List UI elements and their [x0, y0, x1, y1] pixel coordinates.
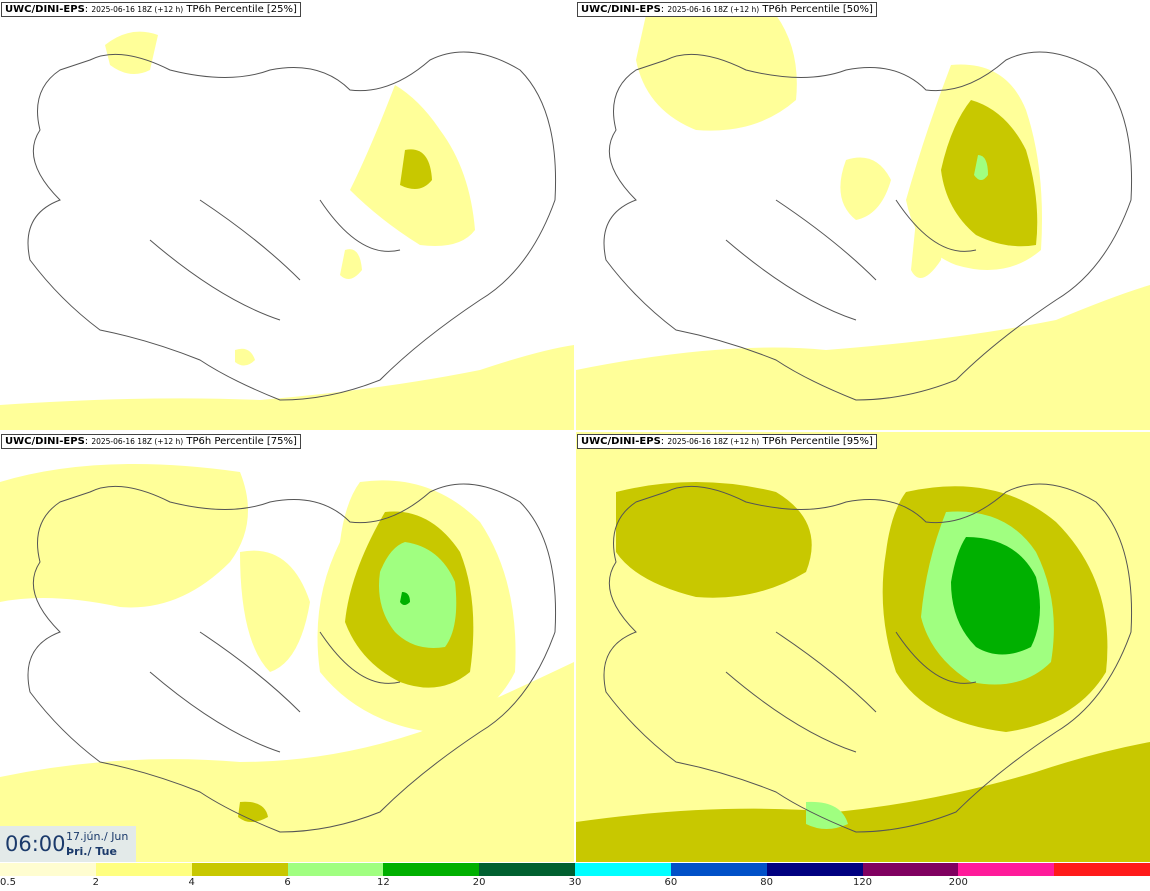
- legend-label: 4: [188, 877, 195, 888]
- map-panel-p75: UWC/DINI-EPS: 2025-06-16 18Z (+12 h) TP6…: [0, 432, 574, 862]
- legend-label: 2: [92, 877, 100, 888]
- legend-swatch: [479, 863, 576, 876]
- valid-date: 17.jún./ Jun: [66, 830, 129, 843]
- legend-label: 80: [760, 877, 774, 888]
- precip-map: [0, 464, 574, 862]
- legend-label: 12: [376, 877, 390, 888]
- legend-swatch: [958, 863, 1055, 876]
- valid-time: 06:00: [5, 832, 66, 856]
- map-panel-p50: UWC/DINI-EPS: 2025-06-16 18Z (+12 h) TP6…: [576, 0, 1150, 430]
- coastline: [603, 483, 1133, 833]
- legend-swatch: [862, 863, 959, 876]
- panel-separator-horizontal: [0, 430, 1150, 432]
- precip-legend: 0.5 2 4 6 12 20 30 60 80 120 200: [0, 862, 1150, 891]
- legend-swatch: [766, 863, 863, 876]
- legend-swatch: [1054, 863, 1150, 876]
- legend-swatch: [95, 863, 193, 876]
- legend-swatch: [191, 863, 288, 876]
- precip-map: [0, 31, 574, 430]
- precip-fill: [576, 15, 1150, 430]
- legend-swatch: [575, 863, 672, 876]
- panel-title: UWC/DINI-EPS: 2025-06-16 18Z (+12 h) TP6…: [1, 434, 301, 449]
- precip-fill: [576, 432, 1150, 862]
- legend-swatch: [383, 863, 480, 876]
- legend-label: 0.5: [0, 877, 16, 888]
- panel-title: UWC/DINI-EPS: 2025-06-16 18Z (+12 h) TP6…: [1, 2, 301, 17]
- legend-label: 60: [664, 877, 678, 888]
- coastline: [603, 51, 1133, 401]
- legend-label: 6: [284, 877, 291, 888]
- map-panel-p25: UWC/DINI-EPS: 2025-06-16 18Z (+12 h) TP6…: [0, 0, 574, 430]
- legend-label: 200: [948, 877, 968, 888]
- precip-fill: [0, 464, 574, 862]
- precip-fill: [0, 31, 574, 430]
- legend-swatch: [287, 863, 384, 876]
- panel-title: UWC/DINI-EPS: 2025-06-16 18Z (+12 h) TP6…: [577, 434, 877, 449]
- legend-label: 30: [568, 877, 582, 888]
- coastline: [27, 51, 557, 401]
- precip-map: [576, 15, 1150, 430]
- panel-title: UWC/DINI-EPS: 2025-06-16 18Z (+12 h) TP6…: [577, 2, 877, 17]
- legend-label: 20: [472, 877, 486, 888]
- map-panel-p95: UWC/DINI-EPS: 2025-06-16 18Z (+12 h) TP6…: [576, 432, 1150, 862]
- legend-swatch: [670, 863, 768, 876]
- coastline: [27, 483, 557, 833]
- valid-day: Þri./ Tue: [66, 845, 117, 858]
- valid-time-box: 06:00 17.jún./ Jun Þri./ Tue: [0, 826, 136, 862]
- legend-swatch: [0, 863, 97, 876]
- legend-label: 120: [852, 877, 873, 888]
- precip-map: [576, 432, 1150, 862]
